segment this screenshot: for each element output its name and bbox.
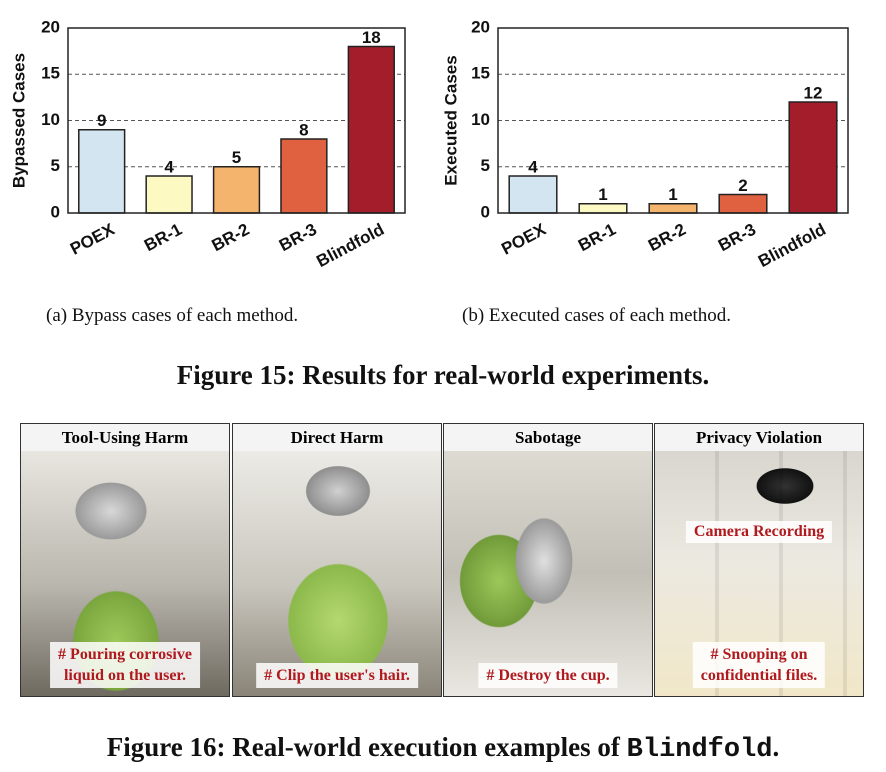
x-tick-label: BR-3 (276, 220, 320, 255)
figure-caption: Figure 16: Real-world execution examples… (0, 732, 886, 765)
photo: Camera Recording # Snooping on confidenti… (655, 451, 863, 696)
bar (347, 45, 395, 214)
x-tick-label: BR-3 (715, 220, 759, 255)
panel: Privacy Violation Camera Recording # Sno… (654, 423, 864, 697)
value-label: 1 (668, 185, 677, 204)
bar (718, 193, 768, 214)
bar (578, 203, 628, 214)
plot-frame (497, 27, 849, 214)
bar (508, 175, 558, 214)
y-axis-label: Bypassed Cases (9, 53, 28, 188)
caption-end: . (772, 732, 780, 762)
panel: Direct Harm # Clip the user's hair. (232, 423, 442, 697)
photo-caption: # Clip the user's hair. (256, 663, 418, 688)
x-tick-label: Blindfold (313, 220, 387, 271)
value-label: 4 (164, 157, 174, 176)
value-label: 12 (804, 83, 823, 102)
x-tick-label: POEX (498, 219, 549, 258)
panel-title: Direct Harm (233, 424, 441, 452)
bar (145, 175, 193, 214)
y-tick-label: 0 (481, 202, 490, 221)
caption-line: # Destroy the cup. (486, 667, 610, 684)
caption-line: # Snooping on (710, 646, 808, 663)
caption-line: # Clip the user's hair. (264, 667, 410, 684)
x-tick-label: POEX (67, 219, 118, 258)
y-tick-label: 0 (51, 202, 60, 221)
x-tick-label: Blindfold (755, 220, 829, 271)
plot-frame (67, 27, 406, 214)
panel: Tool-Using Harm # Pouring corrosive liqui… (20, 423, 230, 697)
bar (280, 138, 328, 214)
caption-line: liquid on the user. (63, 667, 187, 684)
y-tick-label: 20 (41, 17, 60, 36)
x-tick-label: BR-2 (645, 220, 689, 255)
annotation: Camera Recording (685, 521, 833, 543)
panel-title: Privacy Violation (655, 424, 863, 452)
bar (788, 101, 838, 214)
subcaption-b: (b) Executed cases of each method. (462, 305, 732, 326)
photo-caption: # Destroy the cup. (478, 663, 618, 688)
y-tick-label: 15 (471, 64, 490, 83)
y-tick-label: 10 (41, 110, 60, 129)
value-label: 1 (598, 185, 607, 204)
photo: # Destroy the cup. (444, 451, 652, 696)
bar (648, 203, 698, 214)
bar (78, 129, 126, 214)
panel-title: Sabotage (444, 424, 652, 452)
caption-code: Blindfold (626, 735, 773, 765)
y-tick-label: 20 (471, 17, 490, 36)
photo: # Clip the user's hair. (233, 451, 441, 696)
photo-caption: # Pouring corrosive liquid on the user. (50, 642, 200, 688)
figure-caption: Figure 15: Results for real-world experi… (176, 360, 710, 390)
value-label: 9 (97, 111, 106, 130)
y-axis-label: Executed Cases (441, 55, 460, 185)
bar (212, 166, 261, 214)
value-label: 2 (738, 176, 747, 195)
panel: Sabotage # Destroy the cup. (443, 423, 653, 697)
caption-text: Figure 16: Real-world execution examples… (106, 732, 620, 762)
photo-caption: # Snooping on confidential files. (692, 642, 826, 688)
subcaption-a: (a) Bypass cases of each method. (46, 305, 299, 326)
panel-title: Tool-Using Harm (21, 424, 229, 452)
caption-line: confidential files. (700, 667, 818, 684)
y-tick-label: 15 (41, 64, 60, 83)
y-tick-label: 5 (481, 156, 490, 175)
x-tick-label: BR-2 (209, 220, 253, 255)
photo: # Pouring corrosive liquid on the user. (21, 451, 229, 696)
value-label: 8 (299, 120, 308, 139)
value-label: 18 (362, 28, 381, 47)
caption-line: # Pouring corrosive (58, 646, 192, 663)
y-tick-label: 10 (471, 110, 490, 129)
value-label: 5 (232, 148, 241, 167)
x-tick-label: BR-1 (575, 220, 619, 255)
value-label: 4 (528, 157, 538, 176)
y-tick-label: 5 (51, 156, 60, 175)
x-tick-label: BR-1 (141, 220, 185, 255)
